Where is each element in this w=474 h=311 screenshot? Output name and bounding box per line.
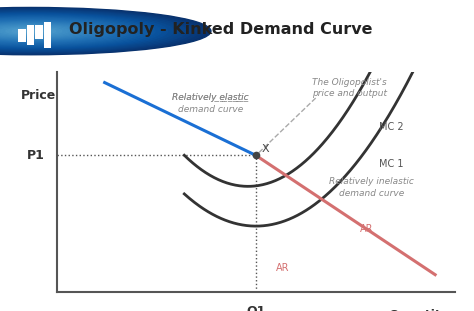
Circle shape bbox=[0, 9, 199, 53]
FancyBboxPatch shape bbox=[44, 22, 51, 48]
Circle shape bbox=[0, 21, 105, 41]
Circle shape bbox=[0, 26, 68, 36]
Circle shape bbox=[0, 17, 137, 45]
Text: Oligopoly - Kinked Demand Curve: Oligopoly - Kinked Demand Curve bbox=[69, 22, 372, 37]
Circle shape bbox=[25, 30, 37, 32]
FancyBboxPatch shape bbox=[27, 25, 34, 45]
Circle shape bbox=[0, 22, 99, 40]
Circle shape bbox=[18, 30, 43, 33]
Circle shape bbox=[0, 12, 180, 51]
Text: MC 1: MC 1 bbox=[379, 159, 404, 169]
FancyBboxPatch shape bbox=[35, 25, 43, 39]
Circle shape bbox=[0, 20, 118, 43]
Circle shape bbox=[0, 10, 192, 52]
Text: Quantity: Quantity bbox=[388, 309, 449, 311]
Circle shape bbox=[12, 29, 49, 34]
Circle shape bbox=[6, 28, 55, 34]
Circle shape bbox=[0, 16, 149, 47]
Circle shape bbox=[0, 25, 81, 38]
Text: P1: P1 bbox=[27, 149, 45, 162]
Circle shape bbox=[0, 8, 205, 54]
Text: X: X bbox=[262, 144, 270, 154]
Circle shape bbox=[0, 15, 155, 47]
Text: AR: AR bbox=[359, 225, 373, 234]
Text: Relatively elastic: Relatively elastic bbox=[172, 93, 248, 102]
Circle shape bbox=[0, 18, 130, 44]
Text: price and output: price and output bbox=[312, 90, 387, 99]
Circle shape bbox=[0, 11, 186, 52]
Circle shape bbox=[0, 16, 143, 46]
Text: MC 2: MC 2 bbox=[379, 122, 404, 132]
Circle shape bbox=[0, 21, 111, 42]
Circle shape bbox=[0, 26, 74, 37]
Text: AR: AR bbox=[276, 263, 289, 273]
Text: Price: Price bbox=[21, 89, 56, 102]
FancyBboxPatch shape bbox=[18, 29, 26, 42]
Circle shape bbox=[0, 24, 87, 39]
Circle shape bbox=[0, 7, 211, 55]
Text: Q1: Q1 bbox=[246, 304, 265, 311]
Text: Relatively ̲e̲l̲a̲s̲t̲i̲c̲: Relatively ̲e̲l̲a̲s̲t̲i̲c̲ bbox=[172, 93, 248, 102]
Circle shape bbox=[0, 19, 124, 43]
Text: demand curve: demand curve bbox=[339, 189, 404, 198]
Circle shape bbox=[0, 14, 161, 48]
Circle shape bbox=[0, 13, 167, 49]
Circle shape bbox=[0, 23, 93, 39]
Text: The Oligopolist's: The Oligopolist's bbox=[312, 78, 387, 87]
Circle shape bbox=[0, 27, 62, 35]
Text: demand curve: demand curve bbox=[178, 105, 243, 114]
Circle shape bbox=[0, 12, 173, 50]
Text: Relatively inelastic: Relatively inelastic bbox=[329, 177, 414, 186]
